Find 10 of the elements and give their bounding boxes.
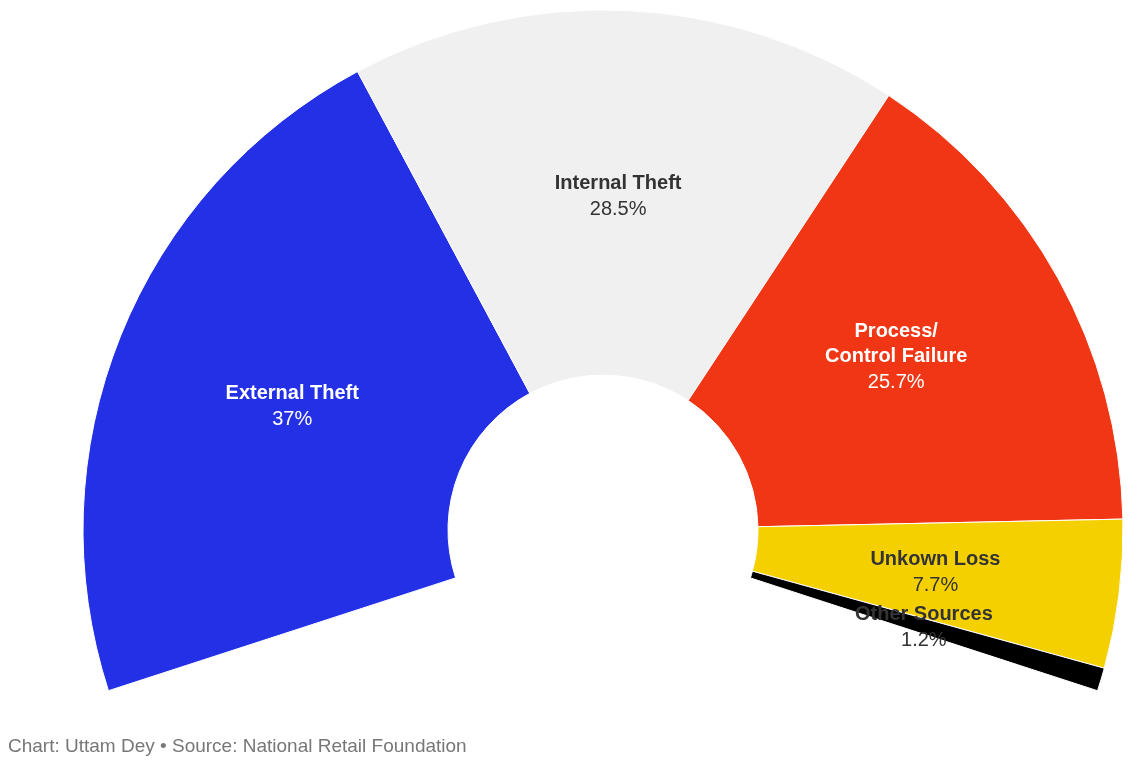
slice-label: Internal Theft xyxy=(554,171,682,194)
slice-label: Process/Control Failure xyxy=(825,318,968,366)
data-label: 28.5% xyxy=(589,197,647,220)
slice-label: External Theft xyxy=(225,380,360,403)
data-label: 7.7% xyxy=(912,573,959,596)
data-label: 1.2% xyxy=(901,628,947,651)
slice-label: Unkown Loss xyxy=(870,547,1001,570)
text: Chart: Uttam Dey • Source: National Retail Foundation xyxy=(8,735,467,756)
data-label: 37% xyxy=(272,406,313,429)
data-label: 25.7% xyxy=(867,369,925,392)
